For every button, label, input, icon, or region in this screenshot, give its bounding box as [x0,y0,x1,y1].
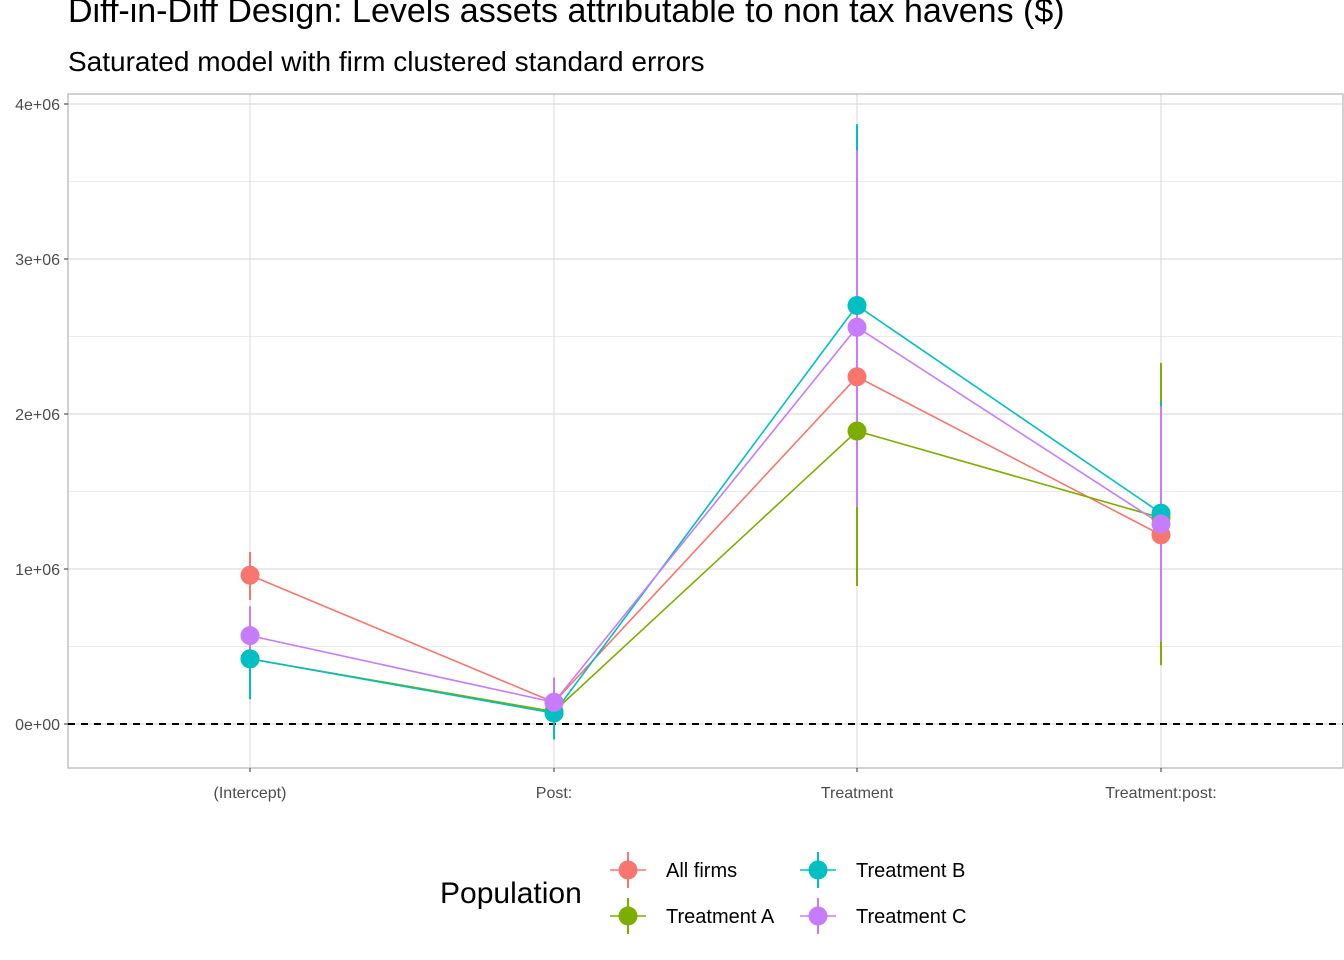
axes: 0e+00 1e+06 2e+06 3e+06 4e+06 (Intercept) Post… [15,97,1217,802]
y-tick-label: 1e+06 [15,562,60,579]
x-tick-label: (Intercept) [214,785,287,802]
data-point [240,626,260,646]
plot-panel [67,93,1344,769]
series-line [249,304,1162,715]
legend-label: All firms [666,860,737,882]
legend-title: Population [440,877,582,910]
data-point [544,692,564,712]
series-line [249,430,1162,713]
legend-label: Treatment B [856,860,965,882]
series-line [249,326,1162,704]
series-marks [68,124,1343,740]
y-tick-label: 3e+06 [15,252,60,269]
chart-title: Diff-in-Diff Design: Levels assets attri… [68,0,1065,30]
chart-subtitle: Saturated model with firm clustered stan… [68,46,705,77]
data-point [847,296,867,315]
legend-key-point [808,906,828,926]
legend: Population All firms Treatment A Treatment … [440,852,966,934]
legend-label: Treatment A [666,906,775,928]
legend-key [800,898,836,934]
y-tick-label: 4e+06 [15,97,60,114]
legend-key-point [808,860,828,880]
x-tick-label: Post: [536,785,572,802]
panel-border [67,93,1344,769]
legend-label: Treatment C [856,906,966,928]
data-point [1151,514,1171,534]
data-point [847,421,867,441]
x-tick-label: Treatment [821,785,894,802]
series-line [249,375,1162,704]
legend-key-point [618,860,638,880]
data-point [847,367,867,387]
legend-key [610,852,646,888]
data-point [240,649,260,669]
legend-key-point [618,906,638,926]
x-tick-label: Treatment:post: [1105,785,1216,802]
legend-key [610,898,646,934]
y-tick-label: 2e+06 [15,407,60,424]
data-point [240,565,260,585]
legend-key [800,852,836,888]
y-tick-label: 0e+00 [15,717,60,734]
data-point [847,317,867,337]
